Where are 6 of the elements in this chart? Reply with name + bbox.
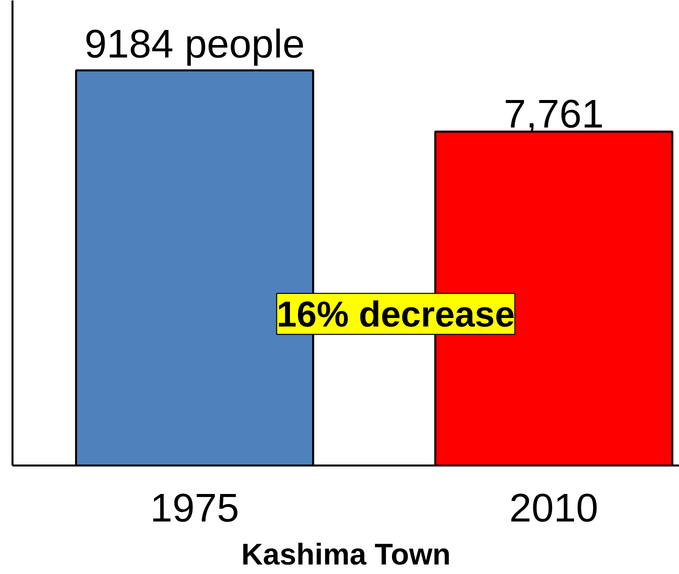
- x-axis-title: Kashima Town: [241, 538, 451, 572]
- x-tick-label: 1975: [150, 486, 240, 530]
- annotation: 16% decrease: [276, 293, 515, 334]
- data-label: 9184 people: [84, 22, 305, 66]
- data-label: 7,761: [504, 92, 604, 137]
- x-tick-label: 2010: [509, 486, 598, 530]
